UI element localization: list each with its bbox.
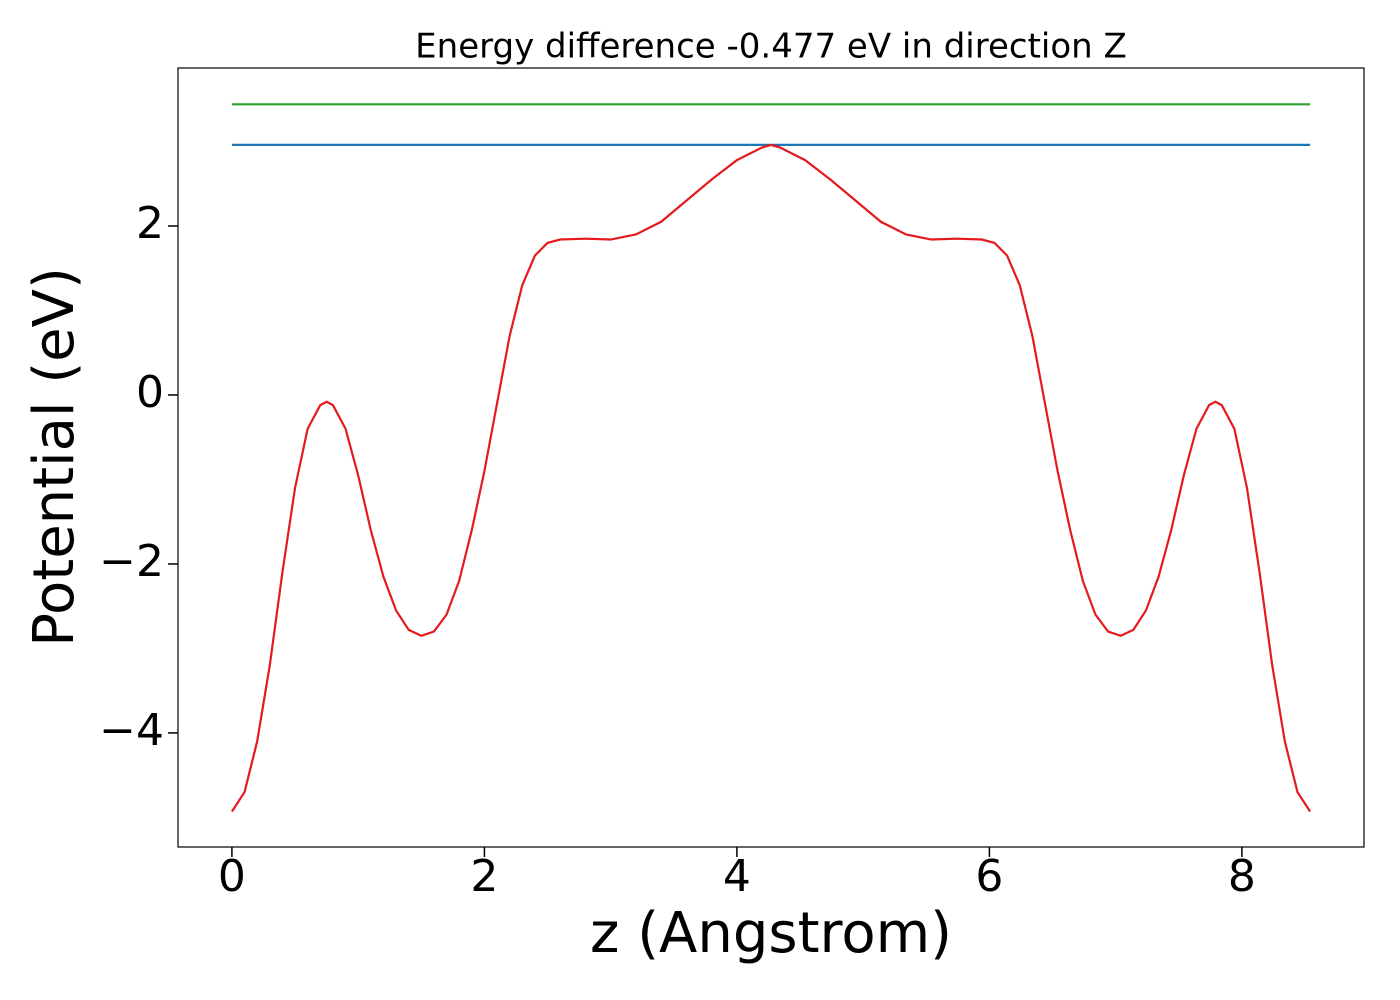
y-tick-label: 0	[136, 367, 164, 418]
chart-title: Energy difference -0.477 eV in direction…	[415, 27, 1127, 67]
plot-frame	[177, 67, 1365, 848]
x-axis-label: z (Angstrom)	[590, 901, 952, 966]
x-tick-label: 8	[1228, 851, 1256, 902]
x-tick-label: 0	[218, 851, 246, 902]
x-tick-label: 6	[975, 851, 1003, 902]
y-axis-label: Potential (eV)	[22, 267, 87, 647]
y-tick-label: −4	[99, 705, 164, 756]
x-tick-label: 4	[723, 851, 751, 902]
x-tick-label: 2	[470, 851, 498, 902]
y-tick-label: 2	[136, 198, 164, 249]
data-line	[230, 143, 1312, 813]
y-tick-label: −2	[99, 536, 164, 587]
